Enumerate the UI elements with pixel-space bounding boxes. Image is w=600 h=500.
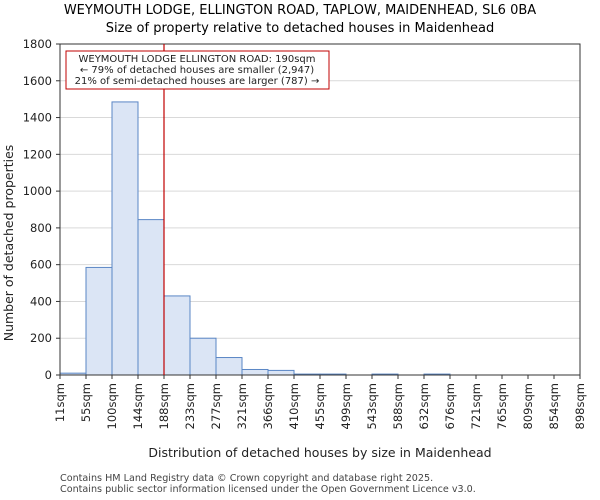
x-tick-label: 543sqm [365, 383, 379, 429]
y-axis-ticks: 0 200 400 600 800 1000 1200 1400 1600 1800 [23, 37, 60, 382]
y-tick-label: 1200 [23, 147, 52, 161]
bar [111, 101, 139, 376]
bar [241, 368, 269, 376]
bar [215, 357, 243, 376]
x-tick-label: 632sqm [417, 383, 431, 429]
x-tick-label: 233sqm [183, 383, 197, 429]
annotation-line-3: 21% of semi-detached houses are larger (… [75, 76, 320, 87]
x-tick-label: 277sqm [209, 383, 223, 429]
annotation-frame [65, 50, 330, 90]
x-axis-label: Distribution of detached houses by size … [148, 445, 491, 460]
footer-line-2: Contains public sector information licen… [60, 484, 476, 495]
x-tick-label: 455sqm [313, 383, 327, 429]
x-tick-label: 100sqm [105, 383, 119, 429]
bar [267, 369, 295, 376]
chart-title: WEYMOUTH LODGE, ELLINGTON ROAD, TAPLOW, … [64, 3, 536, 18]
x-tick-label: 410sqm [287, 383, 301, 429]
x-tick-label: 809sqm [521, 383, 535, 429]
x-tick-label: 11sqm [53, 383, 67, 422]
bars [59, 101, 451, 376]
x-tick-label: 144sqm [131, 383, 145, 429]
y-tick-label: 1400 [23, 111, 52, 125]
y-axis-label: Number of detached properties [1, 145, 16, 342]
bar [137, 219, 165, 376]
x-tick-label: 898sqm [573, 383, 587, 429]
bar [163, 295, 191, 376]
y-tick-label: 200 [30, 331, 52, 345]
bar [85, 266, 113, 376]
footer-line-1: Contains HM Land Registry data © Crown c… [60, 473, 434, 484]
y-tick-label: 1000 [23, 184, 52, 198]
annotation-box: WEYMOUTH LODGE ELLINGTON ROAD: 190sqm ← … [65, 50, 330, 90]
x-tick-label: 366sqm [261, 383, 275, 429]
y-tick-label: 600 [30, 258, 52, 272]
bar [189, 337, 217, 376]
x-tick-label: 321sqm [235, 383, 249, 429]
y-tick-label: 800 [30, 221, 52, 235]
plot-frame [59, 43, 581, 376]
x-tick-label: 499sqm [339, 383, 353, 429]
annotation-line-2: ← 79% of detached houses are smaller (2,… [80, 65, 314, 76]
x-tick-label: 676sqm [443, 383, 457, 429]
y-tick-label: 400 [30, 294, 52, 308]
x-tick-label: 721sqm [469, 383, 483, 429]
y-tick-label: 1600 [23, 74, 52, 88]
chart-subtitle: Size of property relative to detached ho… [106, 21, 495, 36]
y-tick-label: 0 [45, 368, 52, 382]
x-tick-label: 588sqm [391, 383, 405, 429]
x-axis-ticks: 11sqm 55sqm 100sqm 144sqm 188sqm 233sqm 277sqm… [53, 375, 587, 429]
y-tick-label: 1800 [23, 37, 52, 51]
annotation-line-1: WEYMOUTH LODGE ELLINGTON ROAD: 190sqm [78, 54, 315, 65]
x-tick-label: 188sqm [157, 383, 171, 429]
x-tick-label: 765sqm [495, 383, 509, 429]
x-tick-label: 55sqm [79, 383, 93, 422]
x-tick-label: 854sqm [547, 383, 561, 429]
